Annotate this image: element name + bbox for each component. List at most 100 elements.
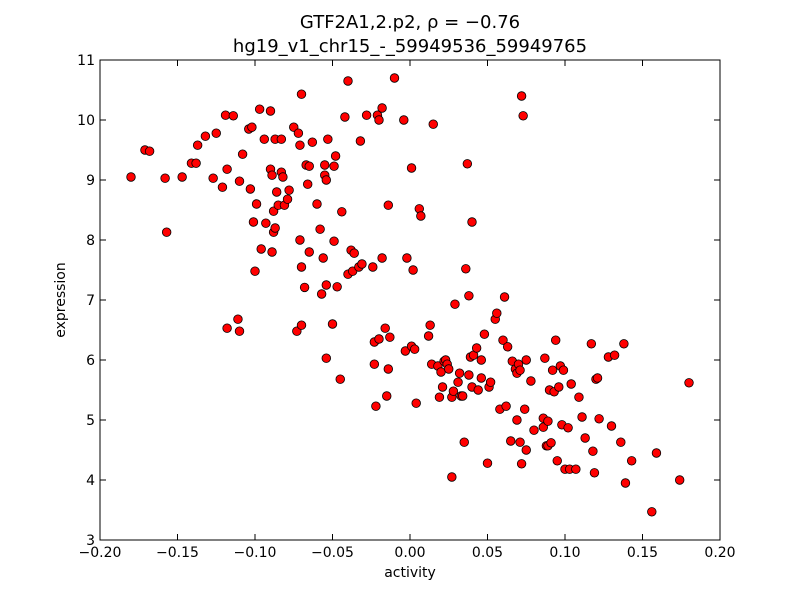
data-point bbox=[436, 367, 446, 377]
data-point bbox=[515, 365, 525, 375]
y-tick-label: 9 bbox=[86, 173, 95, 189]
y-tick-label: 3 bbox=[86, 533, 95, 549]
data-point bbox=[385, 332, 395, 342]
data-points bbox=[126, 73, 694, 517]
data-point bbox=[126, 172, 136, 182]
data-point bbox=[335, 374, 345, 384]
data-point bbox=[571, 464, 581, 474]
data-point bbox=[464, 291, 474, 301]
data-point bbox=[400, 346, 411, 356]
data-point bbox=[234, 176, 245, 186]
data-point bbox=[316, 289, 327, 299]
data-point bbox=[282, 194, 293, 204]
data-point bbox=[454, 368, 465, 378]
data-point bbox=[546, 438, 556, 448]
data-point bbox=[647, 507, 657, 517]
data-point bbox=[408, 265, 418, 275]
data-point bbox=[248, 217, 259, 227]
data-point bbox=[295, 140, 305, 150]
data-point bbox=[453, 377, 463, 387]
data-point bbox=[371, 401, 381, 411]
data-point bbox=[675, 475, 685, 485]
data-point bbox=[464, 370, 474, 380]
data-point bbox=[406, 163, 417, 173]
data-point bbox=[592, 373, 603, 383]
data-point bbox=[467, 217, 477, 227]
data-point bbox=[296, 89, 307, 99]
data-point bbox=[521, 445, 531, 455]
data-point bbox=[501, 401, 511, 411]
data-point bbox=[409, 344, 420, 354]
data-point bbox=[606, 421, 617, 431]
data-point bbox=[284, 185, 294, 195]
data-point bbox=[361, 110, 372, 120]
data-point bbox=[374, 115, 384, 125]
data-point bbox=[425, 320, 435, 330]
data-point bbox=[369, 359, 380, 369]
data-point bbox=[547, 365, 558, 375]
data-point bbox=[594, 414, 604, 424]
data-point bbox=[434, 392, 445, 402]
data-point bbox=[516, 459, 527, 469]
data-point bbox=[374, 334, 384, 344]
data-point bbox=[428, 119, 438, 129]
data-point bbox=[192, 140, 203, 150]
x-tick-label: −0.05 bbox=[311, 545, 354, 561]
data-point bbox=[516, 91, 527, 101]
data-point bbox=[566, 379, 576, 389]
data-point bbox=[228, 111, 239, 121]
data-point bbox=[261, 218, 271, 228]
data-point bbox=[293, 128, 304, 138]
data-point bbox=[160, 173, 170, 183]
data-point bbox=[250, 266, 260, 276]
y-tick-label: 11 bbox=[77, 53, 95, 69]
data-point bbox=[299, 282, 310, 293]
data-point bbox=[267, 170, 277, 180]
data-point bbox=[272, 187, 282, 197]
data-point bbox=[220, 110, 231, 120]
data-point bbox=[574, 392, 584, 402]
data-point bbox=[321, 175, 332, 185]
data-point bbox=[589, 468, 600, 478]
data-point bbox=[259, 134, 270, 144]
data-point bbox=[343, 76, 353, 86]
data-point bbox=[340, 112, 350, 122]
data-point bbox=[554, 382, 564, 392]
data-point bbox=[295, 235, 305, 245]
data-point bbox=[383, 364, 394, 374]
x-tick-label: −0.10 bbox=[234, 545, 277, 561]
data-point bbox=[357, 259, 367, 269]
data-point bbox=[479, 329, 490, 339]
data-point bbox=[312, 199, 322, 209]
data-point bbox=[492, 308, 502, 318]
data-point bbox=[529, 425, 539, 435]
data-point bbox=[450, 299, 460, 309]
data-point bbox=[234, 326, 245, 336]
data-point bbox=[315, 224, 325, 234]
data-point bbox=[473, 385, 483, 395]
data-point bbox=[382, 391, 392, 401]
data-point bbox=[330, 151, 341, 161]
data-point bbox=[498, 335, 508, 345]
data-point bbox=[402, 253, 412, 263]
y-tick-label: 8 bbox=[86, 233, 95, 249]
data-point bbox=[296, 320, 307, 330]
data-point bbox=[586, 339, 597, 349]
data-point bbox=[337, 207, 347, 217]
data-point bbox=[616, 437, 626, 447]
data-point bbox=[558, 365, 569, 375]
data-point bbox=[276, 134, 287, 144]
data-point bbox=[349, 248, 359, 258]
data-point bbox=[320, 160, 330, 170]
data-point bbox=[237, 149, 248, 159]
data-point bbox=[321, 353, 332, 363]
data-point bbox=[222, 164, 232, 174]
data-point bbox=[329, 161, 339, 171]
y-tick-label: 5 bbox=[86, 413, 95, 429]
data-point bbox=[459, 437, 469, 447]
data-point bbox=[577, 412, 587, 422]
data-point bbox=[620, 478, 631, 488]
data-point bbox=[200, 131, 211, 141]
